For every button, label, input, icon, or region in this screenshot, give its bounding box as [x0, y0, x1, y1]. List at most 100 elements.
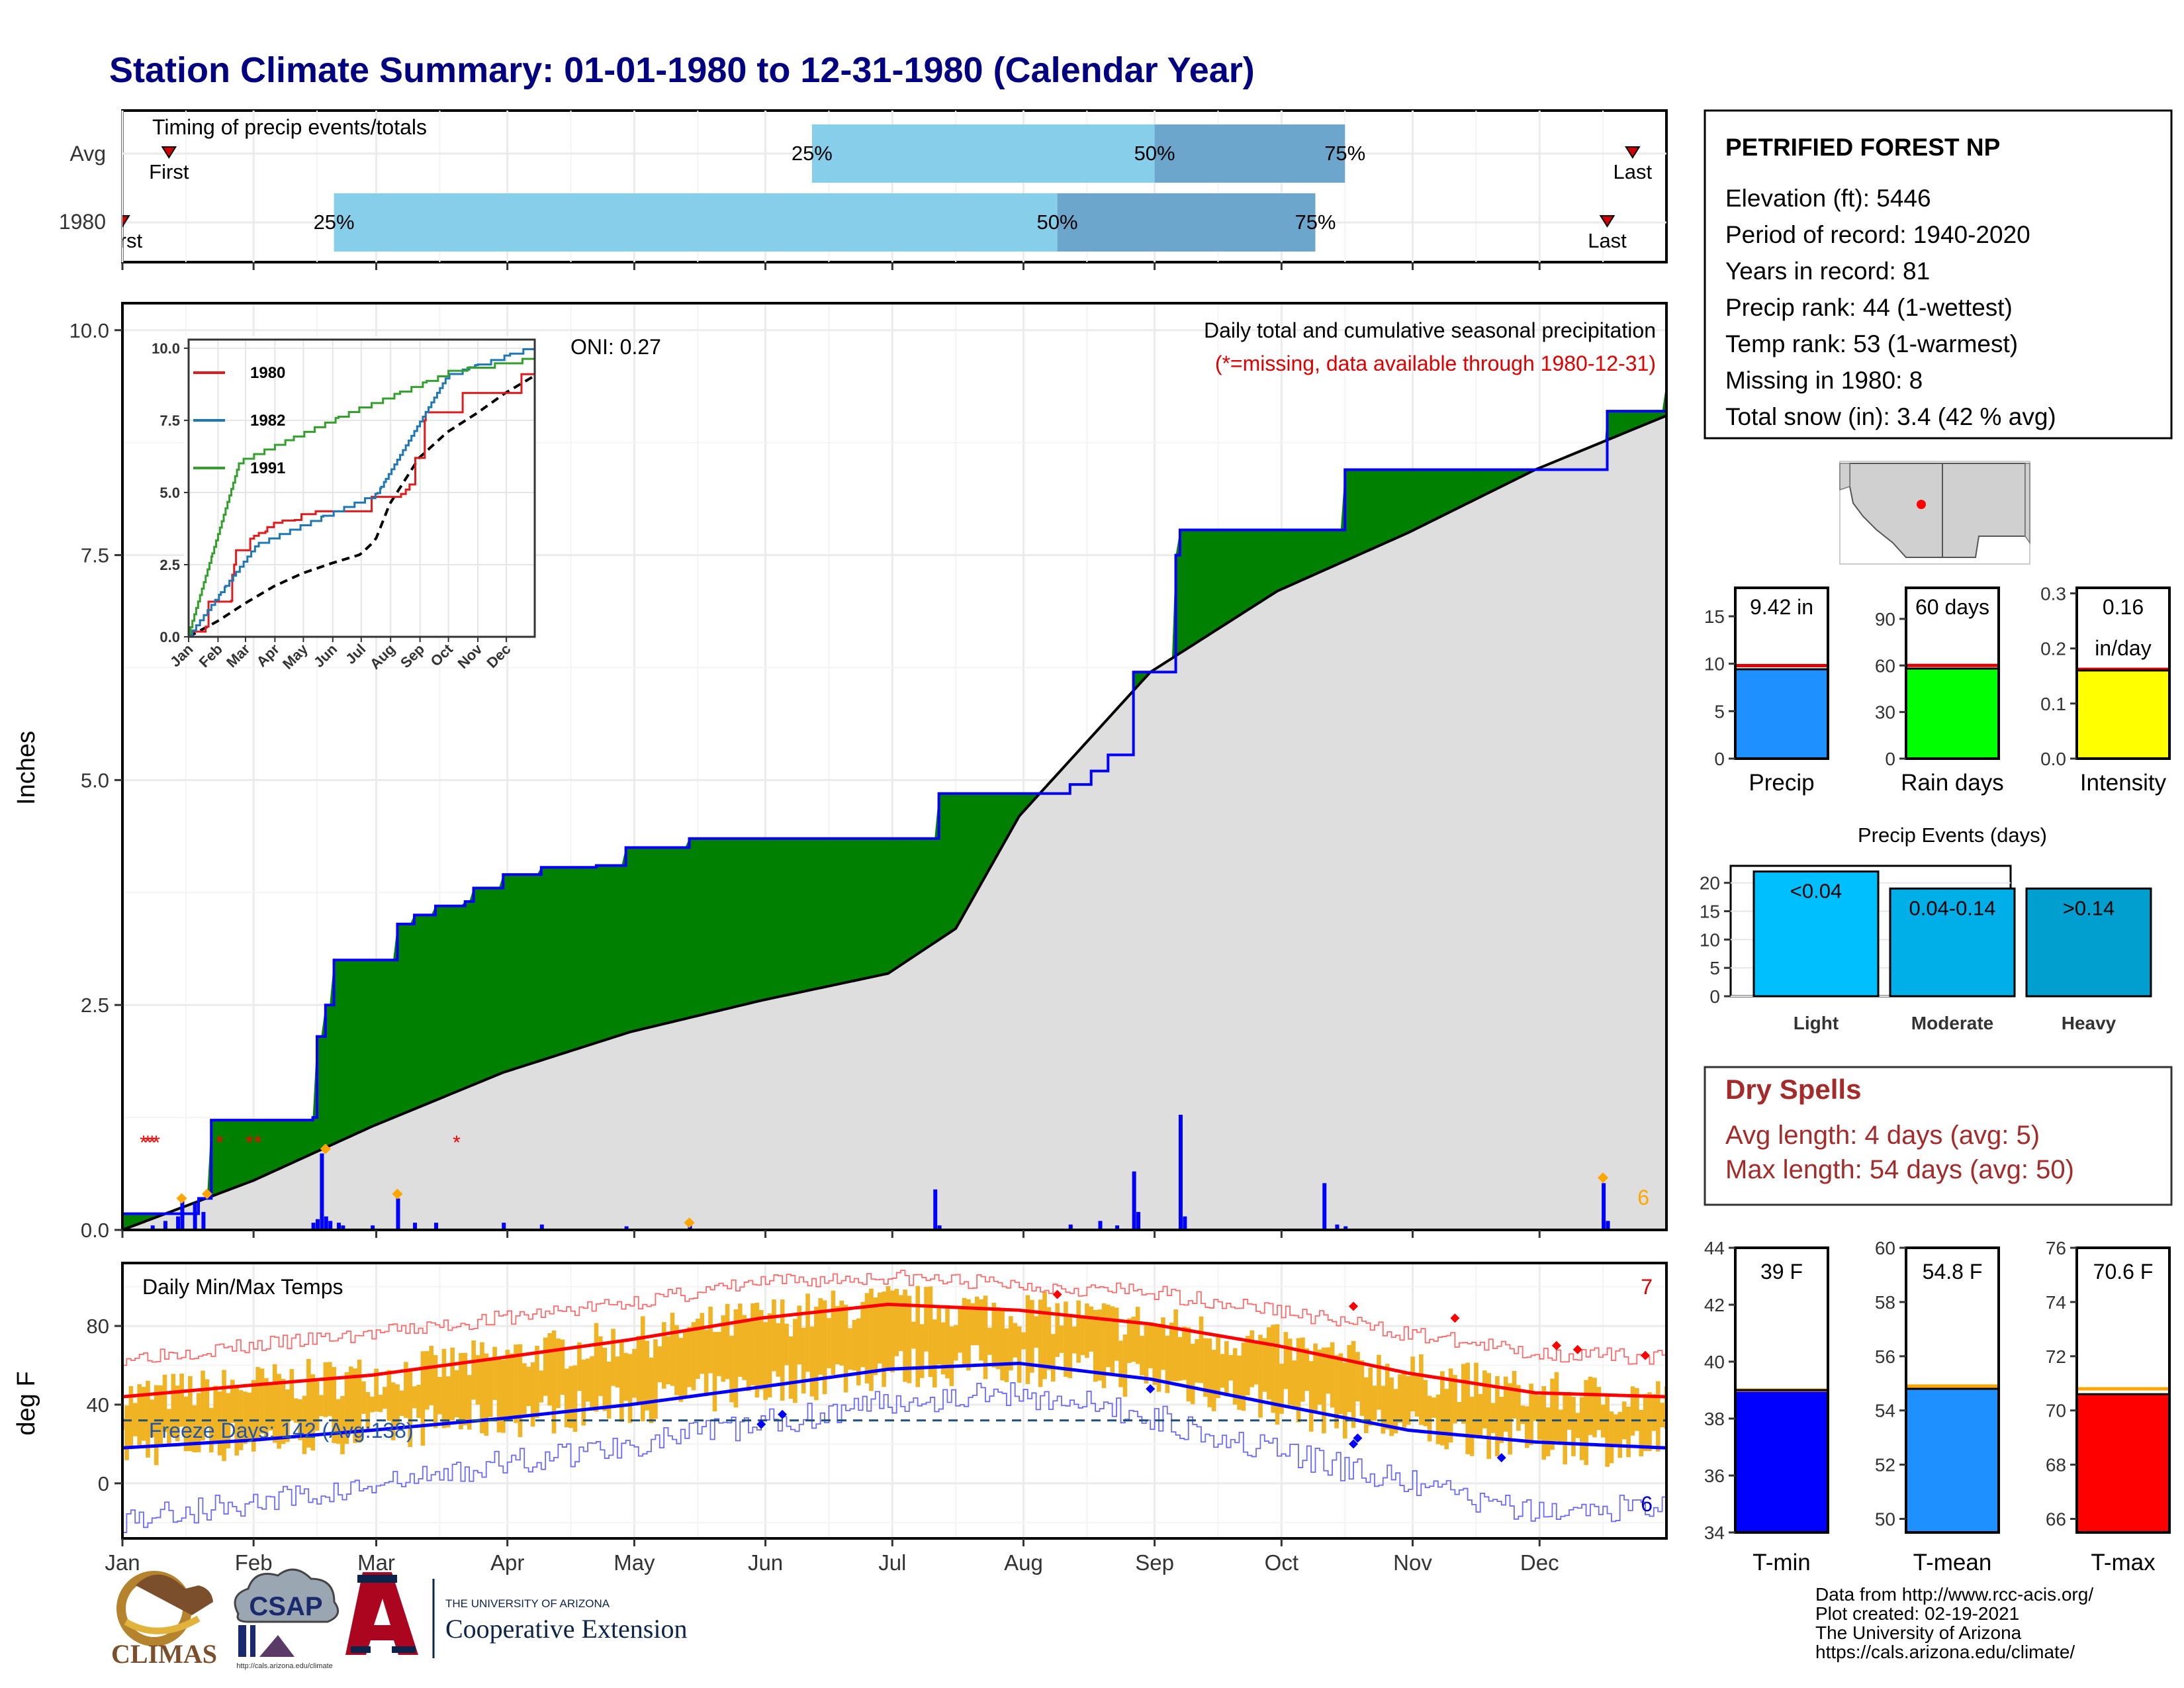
- daily-temp-bar: [201, 1370, 205, 1441]
- daily-temp-bar: [839, 1300, 844, 1366]
- record-high-marker: [1551, 1340, 1561, 1350]
- daily-temp-bar: [1347, 1344, 1352, 1413]
- daily-temp-bar: [590, 1356, 594, 1411]
- daily-precip-bar: [433, 1223, 438, 1230]
- daily-temp-bar: [797, 1305, 802, 1365]
- record-high-marker: [1641, 1350, 1651, 1360]
- daily-temp-bar: [179, 1374, 184, 1427]
- daily-temp-bar: [1144, 1325, 1149, 1383]
- timing-bar-50-75: [1154, 124, 1345, 183]
- daily-temp-bar: [353, 1368, 357, 1443]
- daily-temp-bar: [243, 1391, 248, 1444]
- daily-temp-bar: [1207, 1338, 1212, 1407]
- daily-temp-bar: [1253, 1342, 1259, 1385]
- events-range-label: >0.14: [2063, 896, 2115, 919]
- daily-precip-bar: [316, 1219, 320, 1230]
- daily-temp-bar: [1266, 1327, 1271, 1400]
- daily-temp-bar: [480, 1342, 484, 1434]
- daily-temp-bar: [1398, 1374, 1402, 1423]
- daily-temp-bar: [852, 1319, 857, 1371]
- summary-bar: [1907, 668, 1997, 759]
- daily-temp-bar: [463, 1352, 468, 1425]
- daily-temp-bar: [886, 1286, 891, 1370]
- daily-temp-bar: [1537, 1395, 1542, 1440]
- summary-bar-label: Rain days: [1901, 770, 2004, 796]
- university-of-arizona-logo: THE UNIVERSITY OF ARIZONA Cooperative Ex…: [345, 1572, 687, 1658]
- summary-y-tick: 10: [1704, 654, 1725, 675]
- daily-temp-bar: [1495, 1376, 1500, 1456]
- daily-temp-bar: [1545, 1407, 1551, 1456]
- month-tick-label: Mar: [357, 1550, 395, 1575]
- daily-temp-bar: [700, 1313, 705, 1374]
- daily-precip-bar: [1178, 1115, 1183, 1230]
- daily-temp-bar: [560, 1339, 565, 1395]
- summary-chart-intensity: 0.0 0.1 0.2 0.3 0.16 in/day Intensity: [2040, 583, 2171, 796]
- daily-precip-bar: [336, 1223, 341, 1230]
- daily-temp-bar: [1609, 1411, 1614, 1464]
- daily-temp-bar: [1118, 1340, 1123, 1387]
- timing-bar-50-75: [1057, 193, 1316, 252]
- daily-temp-bar: [128, 1385, 134, 1446]
- daily-temp-bar: [344, 1372, 349, 1444]
- temp-summary-y-tick: 44: [1704, 1238, 1725, 1258]
- daily-temp-bar: [1575, 1413, 1580, 1438]
- daily-temp-bar: [459, 1352, 463, 1430]
- daily-temp-bar: [167, 1409, 171, 1445]
- daily-precip-bar: [320, 1153, 324, 1230]
- daily-temp-bar: [1393, 1389, 1398, 1434]
- daily-temp-bar: [649, 1358, 654, 1423]
- temp-summary-bar: [2078, 1394, 2168, 1532]
- daily-precip-bar: [1068, 1224, 1073, 1230]
- events-y-tick: 5: [1709, 958, 1720, 978]
- ua-logo-main: Cooperative Extension: [445, 1614, 687, 1644]
- dry-spells-avg: Avg length: 4 days (avg: 5): [1725, 1121, 2040, 1150]
- daily-temp-bar: [1237, 1355, 1242, 1410]
- daily-temp-bar: [137, 1384, 142, 1445]
- avg-max-line: [122, 1302, 1666, 1399]
- daily-temp-bar: [818, 1298, 823, 1375]
- station-info-line: Period of record: 1940-2020: [1725, 221, 2030, 248]
- daily-temp-bar: [175, 1385, 180, 1442]
- daily-temp-bar: [569, 1366, 573, 1429]
- temp-y-tick: 40: [87, 1393, 109, 1417]
- temp-summary-label: T-max: [2091, 1550, 2156, 1575]
- daily-temp-bar: [205, 1379, 210, 1427]
- temp-corner-bottom: 6: [1641, 1492, 1653, 1516]
- daily-temp-bar: [1656, 1381, 1661, 1452]
- daily-temp-bar: [1579, 1397, 1584, 1460]
- daily-temp-bar: [289, 1369, 295, 1421]
- daily-temp-bar: [784, 1323, 789, 1366]
- temp-summary-y-tick: 74: [2046, 1292, 2066, 1313]
- daily-temp-bar: [1368, 1367, 1373, 1426]
- events-bar-label: Light: [1794, 1013, 1839, 1033]
- daily-temp-bar: [1529, 1383, 1533, 1445]
- daily-temp-bar: [1410, 1356, 1415, 1412]
- daily-temp-bar: [742, 1315, 747, 1380]
- daily-temp-bar: [1071, 1327, 1077, 1354]
- daily-temp-bar: [1304, 1348, 1310, 1391]
- daily-temp-bar: [666, 1336, 670, 1384]
- daily-temp-bar: [323, 1362, 328, 1417]
- summary-y-tick: 5: [1714, 701, 1725, 722]
- daily-temp-bar: [1372, 1385, 1377, 1421]
- daily-precip-bar: [937, 1225, 942, 1230]
- daily-temp-bar: [814, 1306, 819, 1401]
- daily-temp-bar: [213, 1385, 218, 1442]
- daily-temp-bar: [1563, 1393, 1567, 1465]
- daily-temp-bar: [606, 1362, 612, 1419]
- daily-temp-bar: [983, 1295, 988, 1380]
- daily-temp-bar: [1283, 1332, 1289, 1389]
- missing-note: (*=missing, data available through 1980-…: [1215, 352, 1656, 375]
- daily-temp-bar: [1326, 1347, 1331, 1394]
- temp-summary-y-tick: 52: [1875, 1455, 1895, 1476]
- daily-temp-bar: [543, 1337, 548, 1396]
- daily-temp-bar: [970, 1303, 976, 1346]
- daily-temp-bar: [1211, 1350, 1216, 1411]
- daily-temp-bar: [251, 1380, 256, 1452]
- timing-marker: [1625, 146, 1641, 159]
- daily-temp-bar: [940, 1322, 946, 1375]
- temp-summary-t-min: 34 36 38 40 42 44 39 F T-min: [1704, 1238, 1829, 1575]
- precip-y-tick: 7.5: [81, 544, 109, 567]
- temp-y-label: deg F: [13, 1371, 40, 1435]
- events-y-tick: 10: [1700, 929, 1720, 950]
